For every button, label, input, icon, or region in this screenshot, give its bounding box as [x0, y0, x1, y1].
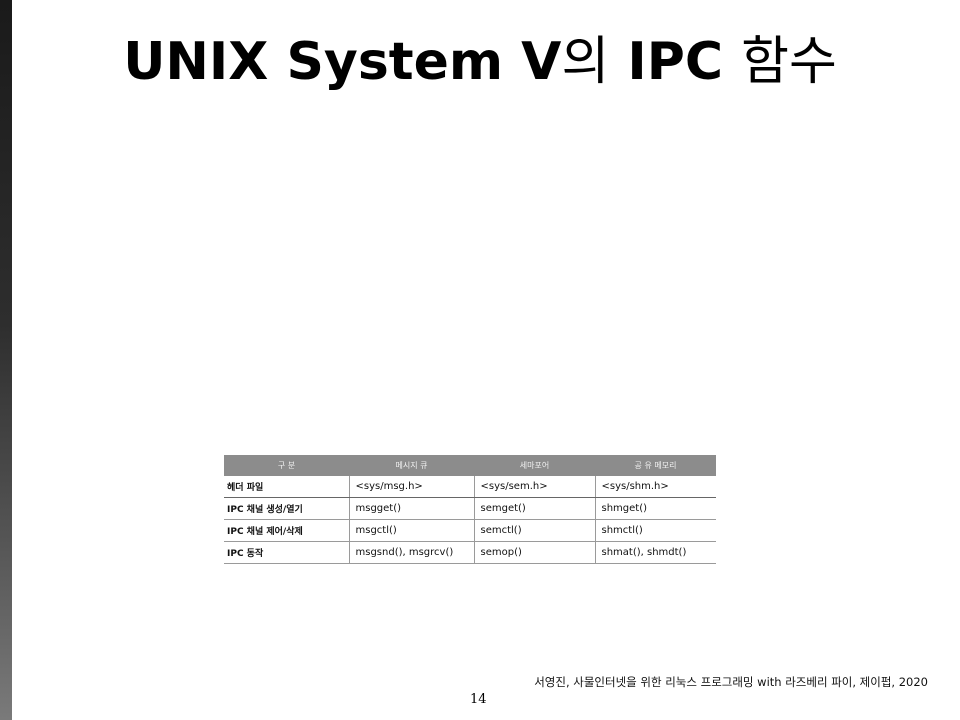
table-row: IPC 동작 msgsnd(), msgrcv() semop() shmat(…	[224, 541, 716, 564]
table-row: IPC 채널 생성/열기 msgget() semget() shmget()	[224, 497, 716, 520]
header-message-queue: 메시지 큐	[349, 455, 474, 476]
title-part: UNIX System V	[123, 32, 562, 92]
header-category: 구 분	[224, 455, 349, 476]
table-cell: <sys/shm.h>	[594, 476, 716, 498]
header-shared-memory: 공 유 메모리	[595, 455, 716, 476]
title-part: 의	[561, 32, 610, 92]
page-number: 14	[470, 692, 487, 707]
row-label: IPC 채널 제어/삭제	[224, 519, 349, 542]
table-row: IPC 채널 제어/삭제 msgctl() semctl() shmctl()	[224, 519, 716, 542]
slide-title: UNIX System V의 IPC 함수	[0, 24, 960, 100]
left-accent-bar	[0, 0, 12, 720]
table-cell: shmat(), shmdt()	[594, 541, 716, 564]
title-part: IPC	[609, 32, 742, 92]
table-cell: msgsnd(), msgrcv()	[348, 541, 474, 564]
title-part: 함수	[741, 32, 837, 92]
table-cell: msgctl()	[348, 519, 474, 542]
table-cell: <sys/sem.h>	[473, 476, 595, 498]
table-body: 헤더 파일 <sys/msg.h> <sys/sem.h> <sys/shm.h…	[224, 476, 716, 564]
table-cell: semctl()	[473, 519, 595, 542]
row-label: IPC 채널 생성/열기	[224, 497, 349, 520]
table-cell: <sys/msg.h>	[348, 476, 474, 498]
table-cell: semget()	[473, 497, 595, 520]
table-cell: msgget()	[348, 497, 474, 520]
table-row: 헤더 파일 <sys/msg.h> <sys/sem.h> <sys/shm.h…	[224, 476, 716, 498]
table-header-row: 구 분 메시지 큐 세마포어 공 유 메모리	[224, 455, 716, 476]
header-semaphore: 세마포어	[474, 455, 595, 476]
ipc-functions-table: 구 분 메시지 큐 세마포어 공 유 메모리 헤더 파일 <sys/msg.h>…	[224, 455, 716, 564]
table-header: 구 분 메시지 큐 세마포어 공 유 메모리	[224, 455, 716, 476]
row-label: IPC 동작	[224, 541, 349, 564]
source-citation: 서영진, 사물인터넷을 위한 리눅스 프로그래밍 with 라즈베리 파이, 제…	[534, 675, 928, 689]
table-cell: semop()	[473, 541, 595, 564]
row-label: 헤더 파일	[224, 476, 349, 498]
table-cell: shmctl()	[594, 519, 716, 542]
table-cell: shmget()	[594, 497, 716, 520]
